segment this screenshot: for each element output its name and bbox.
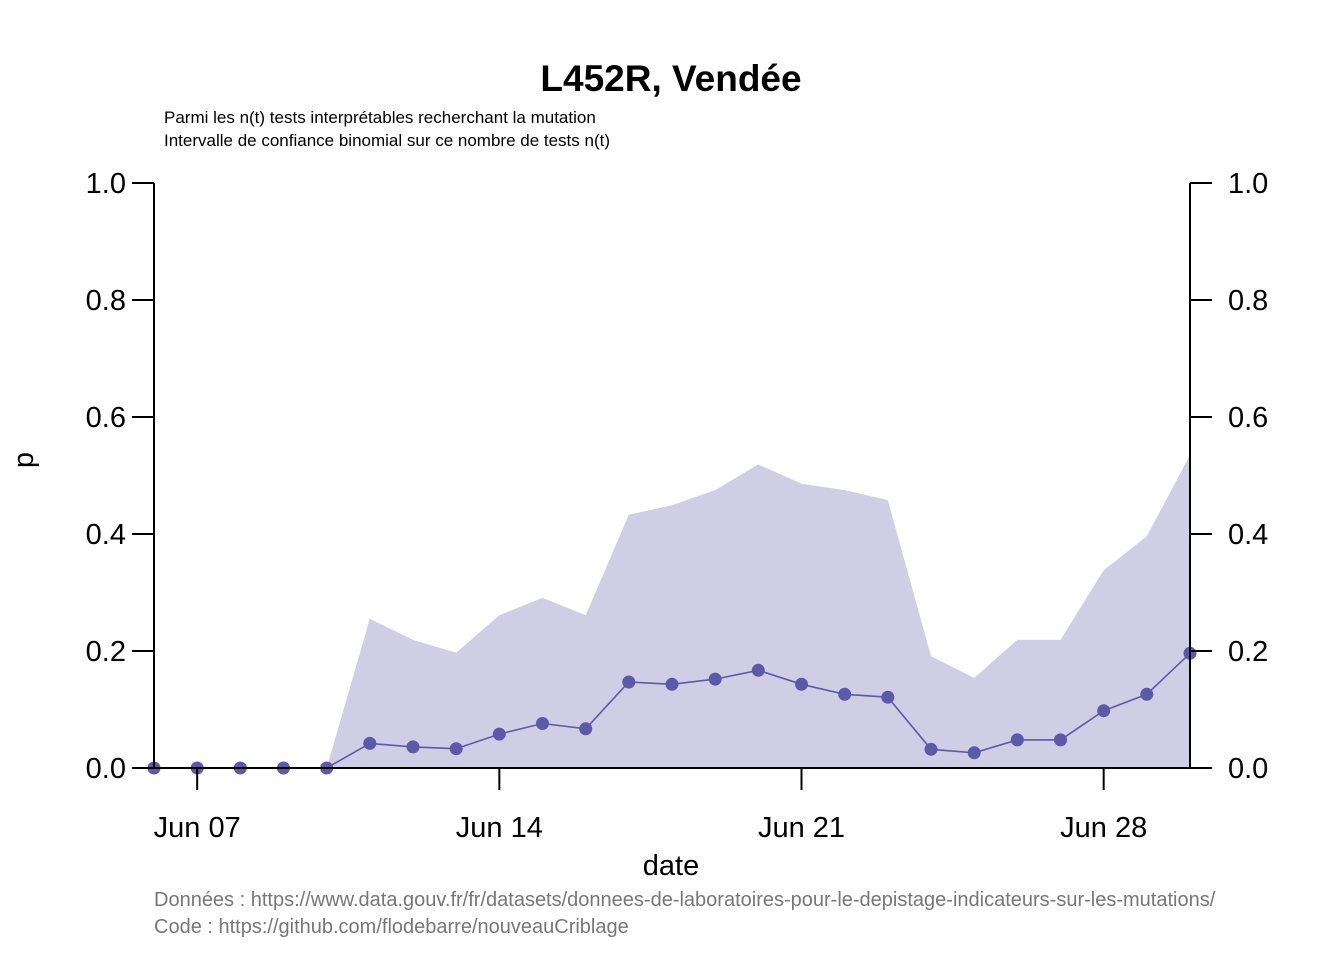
data-point	[1054, 733, 1067, 747]
data-point	[622, 675, 636, 689]
y-tick-label-right: 0.2	[1228, 636, 1268, 668]
x-tick-label: Jun 07	[154, 812, 241, 844]
data-point	[449, 742, 463, 756]
data-point	[1140, 687, 1154, 701]
data-point	[838, 687, 852, 701]
y-tick-label-left: 0.6	[86, 402, 126, 434]
chart-subtitle-line-2: Intervalle de confiance binomial sur ce …	[164, 131, 610, 150]
y-tick-label-left: 0.2	[86, 636, 126, 668]
data-point	[492, 727, 506, 741]
data-point	[924, 742, 938, 756]
data-point	[795, 677, 808, 691]
data-point	[1097, 704, 1111, 718]
y-axis-title: p	[8, 452, 40, 468]
y-tick-label-right: 0.0	[1228, 753, 1268, 785]
y-tick-label-left: 0.8	[86, 285, 126, 317]
source-data-line: Données : https://www.data.gouv.fr/fr/da…	[154, 889, 1216, 911]
data-point	[536, 717, 549, 730]
data-point	[579, 722, 593, 736]
plot-area: 0.0 0.0 0.2 0.2 0.4 0.4 0.6 0.6 0.8 0.8 1.0 1.0 Jun …	[86, 168, 1269, 844]
data-point	[406, 740, 420, 754]
y-tick-label-right: 0.6	[1228, 402, 1268, 434]
y-tick-label-right: 0.8	[1228, 285, 1268, 317]
x-tick-label: Jun 21	[758, 812, 845, 844]
x-tick-label: Jun 14	[456, 812, 543, 844]
data-point	[751, 663, 765, 677]
data-point	[881, 690, 895, 704]
y-tick-label-left: 0.4	[86, 519, 126, 551]
data-point	[967, 746, 981, 760]
data-point	[708, 672, 722, 686]
data-point	[1010, 733, 1024, 747]
source-code-line: Code : https://github.com/flodebarre/nou…	[154, 916, 629, 938]
y-tick-label-right: 0.4	[1228, 519, 1268, 551]
x-axis-title: date	[643, 850, 699, 882]
y-tick-label-left: 0.0	[86, 753, 126, 785]
y-tick-label-right: 1.0	[1228, 168, 1268, 200]
y-tick-label-left: 1.0	[86, 168, 126, 200]
confidence-band	[154, 455, 1190, 768]
chart-title: L452R, Vendée	[540, 58, 801, 99]
data-point	[665, 677, 679, 691]
data-point	[363, 736, 377, 750]
chart-subtitle-line-1: Parmi les n(t) tests interprétables rech…	[164, 108, 596, 127]
x-tick-label: Jun 28	[1060, 812, 1147, 844]
